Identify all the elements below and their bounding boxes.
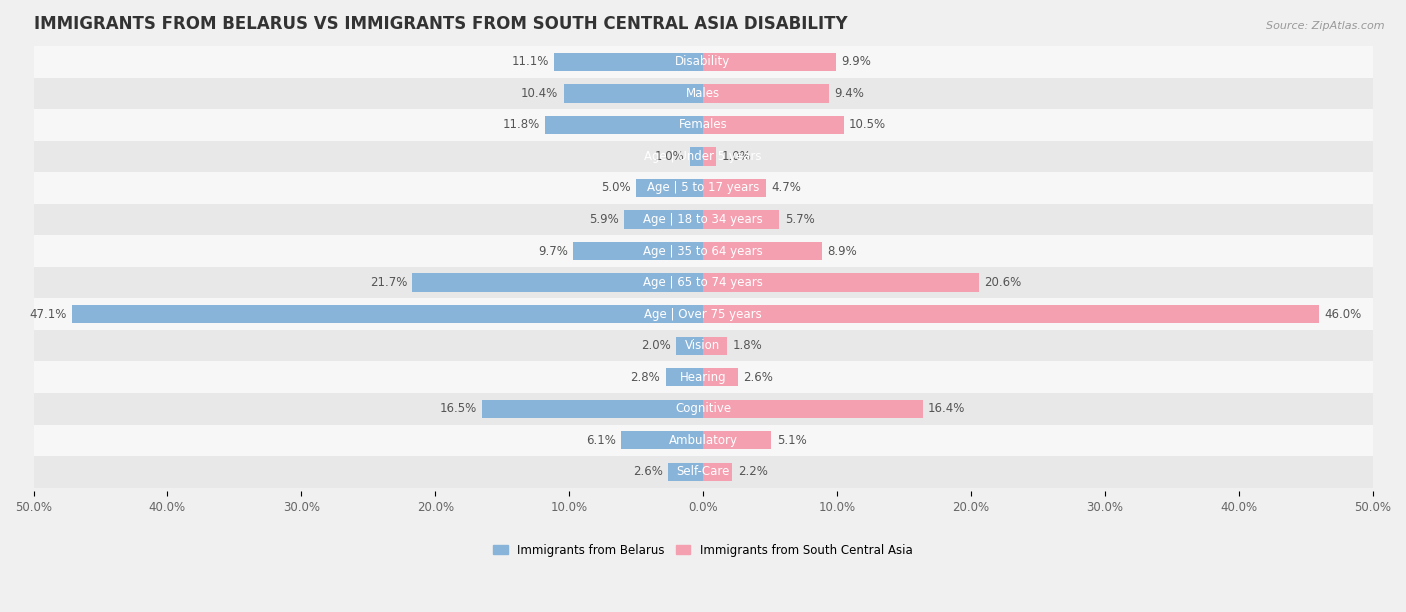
Text: Age | 5 to 17 years: Age | 5 to 17 years bbox=[647, 182, 759, 195]
Text: 2.8%: 2.8% bbox=[630, 371, 661, 384]
Bar bbox=[703, 84, 830, 102]
Text: Age | 18 to 34 years: Age | 18 to 34 years bbox=[643, 213, 763, 226]
Text: Cognitive: Cognitive bbox=[675, 402, 731, 416]
Bar bbox=[546, 116, 703, 134]
Bar bbox=[703, 431, 772, 449]
Bar bbox=[703, 463, 733, 481]
Bar bbox=[624, 211, 703, 229]
Bar bbox=[703, 400, 922, 418]
Text: Source: ZipAtlas.com: Source: ZipAtlas.com bbox=[1267, 21, 1385, 31]
Bar bbox=[668, 463, 703, 481]
Text: 8.9%: 8.9% bbox=[828, 245, 858, 258]
Text: Disability: Disability bbox=[675, 55, 731, 69]
Bar bbox=[34, 425, 1372, 456]
Text: 10.5%: 10.5% bbox=[849, 118, 886, 132]
Bar bbox=[34, 172, 1372, 204]
Bar bbox=[621, 431, 703, 449]
Text: 46.0%: 46.0% bbox=[1324, 308, 1361, 321]
Text: Age | Under 5 years: Age | Under 5 years bbox=[644, 150, 762, 163]
Text: Ambulatory: Ambulatory bbox=[668, 434, 738, 447]
Text: 2.6%: 2.6% bbox=[744, 371, 773, 384]
Text: 16.4%: 16.4% bbox=[928, 402, 966, 416]
Text: 2.6%: 2.6% bbox=[633, 465, 662, 479]
Bar bbox=[665, 368, 703, 386]
Text: Males: Males bbox=[686, 87, 720, 100]
Bar bbox=[34, 456, 1372, 488]
Text: 10.4%: 10.4% bbox=[522, 87, 558, 100]
Bar bbox=[482, 400, 703, 418]
Bar bbox=[564, 84, 703, 102]
Text: 1.8%: 1.8% bbox=[733, 339, 762, 352]
Text: 9.7%: 9.7% bbox=[538, 245, 568, 258]
Text: 4.7%: 4.7% bbox=[772, 182, 801, 195]
Bar bbox=[703, 147, 717, 166]
Legend: Immigrants from Belarus, Immigrants from South Central Asia: Immigrants from Belarus, Immigrants from… bbox=[494, 543, 912, 556]
Text: 16.5%: 16.5% bbox=[440, 402, 477, 416]
Text: 9.9%: 9.9% bbox=[841, 55, 870, 69]
Text: 5.7%: 5.7% bbox=[785, 213, 814, 226]
Bar bbox=[412, 274, 703, 292]
Text: 5.9%: 5.9% bbox=[589, 213, 619, 226]
Text: IMMIGRANTS FROM BELARUS VS IMMIGRANTS FROM SOUTH CENTRAL ASIA DISABILITY: IMMIGRANTS FROM BELARUS VS IMMIGRANTS FR… bbox=[34, 15, 848, 33]
Bar bbox=[703, 116, 844, 134]
Text: 1.0%: 1.0% bbox=[655, 150, 685, 163]
Text: 2.0%: 2.0% bbox=[641, 339, 671, 352]
Bar bbox=[34, 393, 1372, 425]
Bar bbox=[689, 147, 703, 166]
Bar bbox=[574, 242, 703, 260]
Bar bbox=[34, 362, 1372, 393]
Bar bbox=[34, 46, 1372, 78]
Text: Hearing: Hearing bbox=[679, 371, 727, 384]
Text: 11.1%: 11.1% bbox=[512, 55, 548, 69]
Bar bbox=[34, 267, 1372, 299]
Bar bbox=[703, 305, 1319, 323]
Bar bbox=[34, 330, 1372, 362]
Bar bbox=[34, 204, 1372, 235]
Text: Females: Females bbox=[679, 118, 727, 132]
Bar bbox=[34, 141, 1372, 172]
Bar bbox=[703, 274, 979, 292]
Bar bbox=[34, 109, 1372, 141]
Bar bbox=[34, 235, 1372, 267]
Bar bbox=[72, 305, 703, 323]
Text: Self-Care: Self-Care bbox=[676, 465, 730, 479]
Bar bbox=[676, 337, 703, 355]
Text: Vision: Vision bbox=[685, 339, 721, 352]
Bar bbox=[703, 368, 738, 386]
Text: 11.8%: 11.8% bbox=[502, 118, 540, 132]
Bar bbox=[34, 299, 1372, 330]
Text: 47.1%: 47.1% bbox=[30, 308, 67, 321]
Text: Age | 35 to 64 years: Age | 35 to 64 years bbox=[643, 245, 763, 258]
Text: 9.4%: 9.4% bbox=[834, 87, 865, 100]
Text: 5.1%: 5.1% bbox=[776, 434, 807, 447]
Text: Age | Over 75 years: Age | Over 75 years bbox=[644, 308, 762, 321]
Text: 6.1%: 6.1% bbox=[586, 434, 616, 447]
Bar bbox=[703, 337, 727, 355]
Bar bbox=[703, 211, 779, 229]
Bar bbox=[703, 179, 766, 197]
Bar bbox=[34, 78, 1372, 109]
Text: 20.6%: 20.6% bbox=[984, 276, 1021, 289]
Text: 2.2%: 2.2% bbox=[738, 465, 768, 479]
Text: Age | 65 to 74 years: Age | 65 to 74 years bbox=[643, 276, 763, 289]
Bar bbox=[554, 53, 703, 71]
Text: 21.7%: 21.7% bbox=[370, 276, 408, 289]
Text: 1.0%: 1.0% bbox=[721, 150, 751, 163]
Bar bbox=[703, 53, 835, 71]
Text: 5.0%: 5.0% bbox=[602, 182, 631, 195]
Bar bbox=[636, 179, 703, 197]
Bar bbox=[703, 242, 823, 260]
